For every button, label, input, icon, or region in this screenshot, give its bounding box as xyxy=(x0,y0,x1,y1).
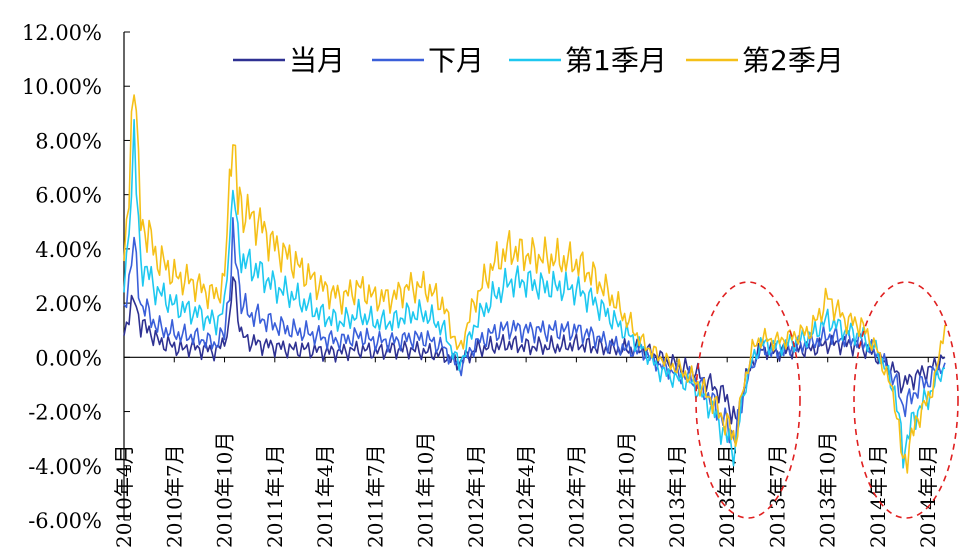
x-tick-label: 2012年1月 xyxy=(464,444,488,548)
highlight-ellipse-2014 xyxy=(853,281,959,519)
x-tick-label: 2013年1月 xyxy=(665,444,689,548)
x-tick-label: 2014年1月 xyxy=(866,444,890,548)
series-line-3 xyxy=(123,94,946,474)
y-tick-label: -4.00% xyxy=(28,455,102,479)
legend-label: 当月 xyxy=(289,44,345,77)
y-tick-label: 4.00% xyxy=(35,238,102,262)
series-line-0 xyxy=(123,276,946,425)
highlight-ellipse-2013 xyxy=(695,281,801,519)
x-tick-label: 2010年7月 xyxy=(162,444,186,548)
legend-label: 第2季月 xyxy=(742,44,844,77)
x-tick-label: 2011年1月 xyxy=(263,444,287,548)
y-axis: 12.00% 10.00% 8.00% 6.00% 4.00% 2.00% 0.00% -2.… xyxy=(22,21,130,533)
x-tick-label: 2011年7月 xyxy=(363,444,387,548)
x-axis: 2010年4月 2010年7月 2010年10月 2011年1月 2011年4月 2011… xyxy=(112,356,945,548)
series-line-2 xyxy=(123,118,946,469)
x-tick-label: 2012年7月 xyxy=(564,444,588,548)
x-tick-label: 2010年4月 xyxy=(112,444,136,548)
x-tick-label: 2012年10月 xyxy=(615,432,639,548)
y-tick-label: 8.00% xyxy=(35,129,102,153)
x-tick-label: 2011年10月 xyxy=(414,432,438,548)
x-tick-label: 2012年4月 xyxy=(514,444,538,548)
y-tick-label: 6.00% xyxy=(35,184,102,208)
x-tick-label: 2010年10月 xyxy=(213,432,237,548)
legend-label: 第1季月 xyxy=(565,44,667,77)
y-tick-label: -6.00% xyxy=(28,509,102,533)
x-tick-label: 2013年10月 xyxy=(816,432,840,548)
y-tick-label: 10.00% xyxy=(22,75,102,99)
x-tick-label: 2011年4月 xyxy=(313,444,337,548)
x-tick-label: 2013年4月 xyxy=(715,444,739,548)
series-line-1 xyxy=(123,217,946,445)
y-tick-label: -2.00% xyxy=(28,401,102,425)
y-tick-label: 12.00% xyxy=(22,21,102,45)
y-tick-label: 2.00% xyxy=(35,292,102,316)
legend: 当月 下月 第1季月 第2季月 xyxy=(233,44,844,77)
series-lines xyxy=(123,94,946,474)
y-tick-label: 0.00% xyxy=(35,346,102,370)
legend-label: 下月 xyxy=(428,44,484,77)
highlight-ellipses xyxy=(695,281,959,519)
